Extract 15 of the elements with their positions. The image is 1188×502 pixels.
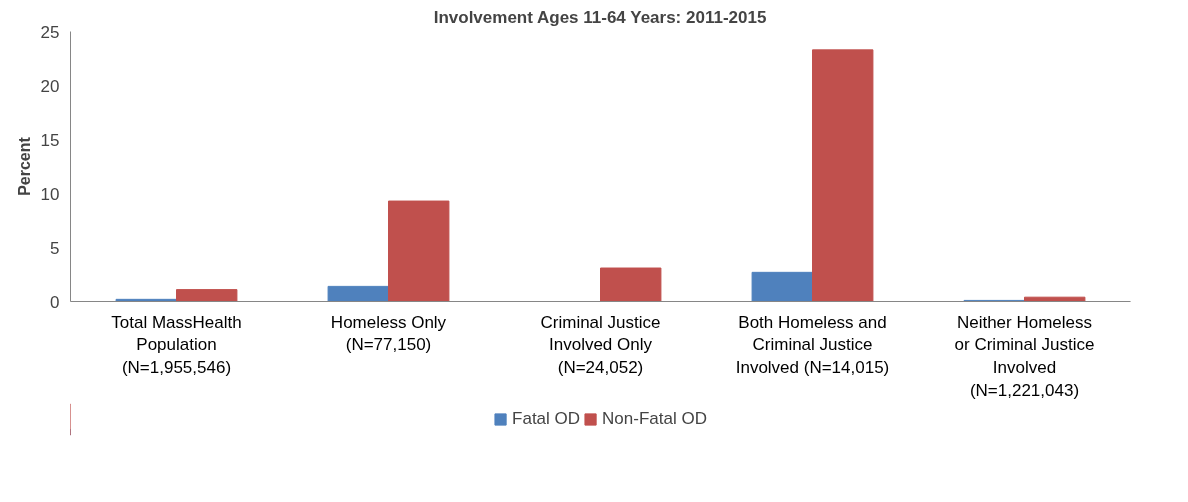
y-tick-label: 5 <box>50 238 60 258</box>
x-tick-label: Both Homeless and Criminal Justice Involved (N=14,015) <box>735 312 890 378</box>
legend-label: Fatal OD <box>512 409 581 429</box>
y-tick-label: 20 <box>40 76 60 96</box>
x-tick-label: Total MassHealth Population (N=1,955,546) <box>111 312 242 378</box>
legend-label: Non-Fatal OD <box>602 409 707 429</box>
x-tick-label: Homeless Only (N=77,150) <box>330 312 447 355</box>
y-tick-label: 15 <box>40 130 60 150</box>
y-tick-label: 25 <box>40 22 60 42</box>
x-tick-label: Neither Homeless or Criminal Justice Involved (N=1,221,043) <box>954 312 1095 400</box>
y-tick-label: 10 <box>40 184 60 204</box>
x-tick-label: Criminal Justice Involved Only (N=24,052) <box>540 312 661 378</box>
y-tick-label: 0 <box>50 292 60 312</box>
y-axis-title: Percent <box>15 136 33 196</box>
chart-title: Involvement Ages 11-64 Years: 2011-2015 <box>433 7 767 27</box>
